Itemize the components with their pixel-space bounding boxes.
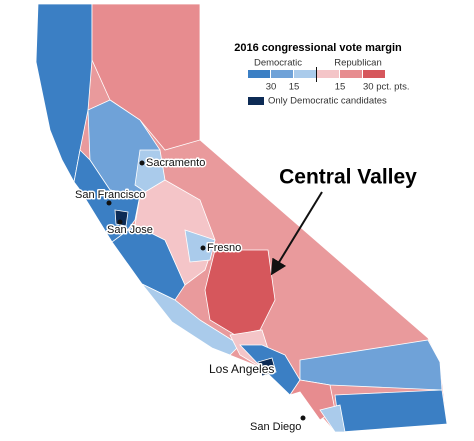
city-label: San Jose [107, 224, 153, 236]
legend-swatch [340, 70, 362, 78]
legend-special-label: Only Democratic candidates [268, 96, 387, 107]
city-dot [139, 160, 145, 166]
city-dot [300, 415, 306, 421]
legend-swatch [271, 70, 293, 78]
district-coast-south [141, 283, 241, 356]
legend-swatch [248, 70, 270, 78]
legend-tick-label: 30 [266, 82, 277, 93]
city-label: Sacramento [146, 157, 205, 169]
district-north [91, 3, 201, 151]
legend-swatch [294, 70, 316, 78]
annotation: Central Valley [279, 166, 417, 189]
city-dot [260, 367, 266, 373]
annotation-arrow [270, 191, 323, 276]
legend-swatch [317, 70, 339, 78]
legend-heading: Republican [334, 58, 382, 69]
district-sd-light [319, 404, 346, 433]
legend-tick-label: 15 [289, 82, 300, 93]
legend-title: 2016 congressional vote margin [234, 42, 402, 54]
city-dot [106, 200, 112, 206]
city-label: San Diego [250, 421, 301, 433]
legend-swatch [363, 70, 385, 78]
district-fresno [184, 229, 216, 263]
districts [35, 3, 448, 433]
legend-special-swatch [248, 97, 264, 105]
legend-heading: Democratic [254, 58, 302, 69]
legend-tick-label: 30 pct. pts. [363, 82, 409, 93]
city-dot [117, 219, 123, 225]
city-dot [200, 245, 206, 251]
city-label: San Francisco [75, 189, 145, 201]
city-label: Fresno [207, 242, 241, 254]
city-dots [106, 160, 306, 421]
city-label: Los Angeles [209, 362, 274, 376]
legend-tick-label: 15 [335, 82, 346, 93]
legend: 2016 congressional vote margin Democrati… [234, 42, 409, 107]
